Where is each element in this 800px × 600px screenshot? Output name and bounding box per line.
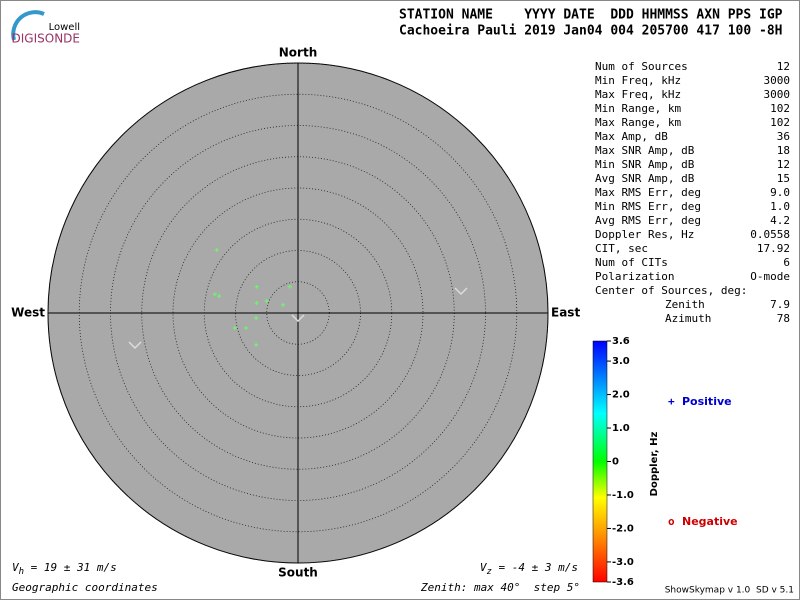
negative-label: Negative bbox=[682, 515, 738, 528]
stat-value: 36 bbox=[777, 130, 790, 143]
stat-value: 15 bbox=[777, 172, 790, 185]
stat-label: Max Amp, dB bbox=[595, 130, 668, 143]
chevron-marks bbox=[128, 287, 468, 350]
colorbar-tick-label: 2.0 bbox=[612, 390, 630, 401]
source-point bbox=[217, 294, 222, 299]
stat-label: Num of CITs bbox=[595, 256, 668, 269]
colorbar-tick-label: 0 bbox=[612, 457, 619, 468]
colorbar-tick-label: 1.0 bbox=[612, 423, 630, 434]
vz-symbol: V bbox=[480, 561, 488, 574]
source-point bbox=[214, 247, 219, 252]
stat-value: 0.0558 bbox=[750, 228, 790, 241]
stat-label: Doppler Res, Hz bbox=[595, 228, 694, 241]
direction-label: East bbox=[551, 306, 580, 320]
logo-bottom: DIGISONDE bbox=[12, 32, 80, 46]
vz-text: = -4 ± 3 m/s bbox=[492, 561, 578, 574]
positive-label: Positive bbox=[682, 395, 732, 408]
source-point bbox=[244, 326, 249, 330]
coords: Geographic coordinates bbox=[12, 581, 158, 594]
source-point bbox=[212, 292, 217, 297]
stat-value: 3000 bbox=[764, 74, 791, 87]
stat-label: Num of Sources bbox=[595, 60, 688, 73]
negative-symbol: o bbox=[668, 515, 675, 528]
stat-label: Polarization bbox=[595, 270, 674, 283]
stat-value: 12 bbox=[777, 158, 790, 171]
stat-label: Min SNR Amp, dB bbox=[595, 158, 695, 171]
source-point bbox=[287, 284, 292, 289]
colorbar-tick-label: -2.0 bbox=[612, 523, 634, 534]
vh-sub: h bbox=[19, 567, 24, 577]
stat-value: O-mode bbox=[750, 270, 790, 283]
source-point bbox=[254, 316, 259, 320]
header-line: STATION NAME YYYY DATE DDD HHMMSS AXN PP… bbox=[399, 8, 783, 23]
vh-symbol: V bbox=[12, 561, 20, 574]
stat-label: Min RMS Err, deg bbox=[595, 200, 701, 213]
center-row-label: Zenith bbox=[665, 298, 705, 311]
stat-label: Max SNR Amp, dB bbox=[595, 144, 695, 157]
source-point bbox=[232, 326, 237, 330]
center-row-value: 7.9 bbox=[770, 298, 790, 311]
zenith-note: Zenith: max 40° step 5° bbox=[420, 581, 580, 594]
stat-label: CIT, sec bbox=[595, 242, 648, 255]
stat-label: Min Range, km bbox=[595, 102, 681, 115]
stat-value: 3000 bbox=[764, 88, 791, 101]
stat-value: 102 bbox=[770, 102, 790, 115]
source-point bbox=[281, 302, 285, 307]
direction-label: West bbox=[11, 306, 45, 320]
colorbar: 3.6 3.0 2.0 1.0 0 -1.0 -2.0 -3.0 -3.6 Doppler, Hz… bbox=[592, 336, 738, 588]
stat-label: Avg SNR Amp, dB bbox=[595, 172, 695, 185]
stats-panel: Num of Sources 12 Min Freq, kHz 3000 Max Fre… bbox=[595, 60, 790, 325]
direction-label: North bbox=[279, 46, 317, 60]
stat-value: 18 bbox=[777, 144, 790, 157]
center-label: Center of Sources, deg: bbox=[595, 284, 747, 297]
stat-label: Avg RMS Err, deg bbox=[595, 214, 701, 227]
colorbar-bar bbox=[592, 340, 608, 583]
stat-value: 6 bbox=[783, 256, 790, 269]
colorbar-tick-label: 3.6 bbox=[612, 336, 630, 347]
vh: Vh = 19 ± 31 m/s bbox=[12, 561, 117, 577]
logo-arc bbox=[11, 10, 45, 41]
vh-text: = 19 ± 31 m/s bbox=[24, 561, 117, 574]
colorbar-tick-label: -3.0 bbox=[612, 557, 634, 568]
stat-label: Max Range, km bbox=[595, 116, 681, 129]
source-point bbox=[254, 342, 259, 347]
header-line: Cachoeira Pauli 2019 Jan04 004 205700 41… bbox=[399, 24, 783, 39]
source-point bbox=[264, 299, 269, 304]
direction-label: South bbox=[278, 566, 318, 580]
stat-value: 1.0 bbox=[770, 200, 790, 213]
stat-value: 4.2 bbox=[770, 214, 790, 227]
center-row-value: 78 bbox=[777, 312, 790, 325]
version: ShowSkymap v 1.0 SD v 5.1 bbox=[665, 586, 794, 596]
colorbar-tick-label: -1.0 bbox=[612, 490, 634, 501]
stat-value: 102 bbox=[770, 116, 790, 129]
source-point bbox=[254, 301, 259, 305]
stat-label: Max Freq, kHz bbox=[595, 88, 681, 101]
stat-label: Min Freq, kHz bbox=[595, 74, 681, 87]
colorbar-tick-label: 3.0 bbox=[612, 356, 630, 367]
vz-sub: z bbox=[486, 567, 491, 577]
stat-label: Max RMS Err, deg bbox=[595, 186, 701, 199]
stat-value: 9.0 bbox=[770, 186, 790, 199]
vz: Vz = -4 ± 3 m/s bbox=[480, 561, 578, 577]
colorbar-tick-label: -3.6 bbox=[612, 577, 634, 588]
skymap: North South East West bbox=[11, 46, 580, 580]
colorbar-title: Doppler, Hz bbox=[649, 432, 660, 497]
logo-top: Lowell bbox=[49, 22, 80, 33]
stat-value: 17.92 bbox=[757, 242, 790, 255]
stat-value: 12 bbox=[777, 60, 790, 73]
center-row-label: Azimuth bbox=[665, 312, 711, 325]
source-point bbox=[254, 284, 259, 289]
positive-symbol: + bbox=[668, 395, 675, 408]
